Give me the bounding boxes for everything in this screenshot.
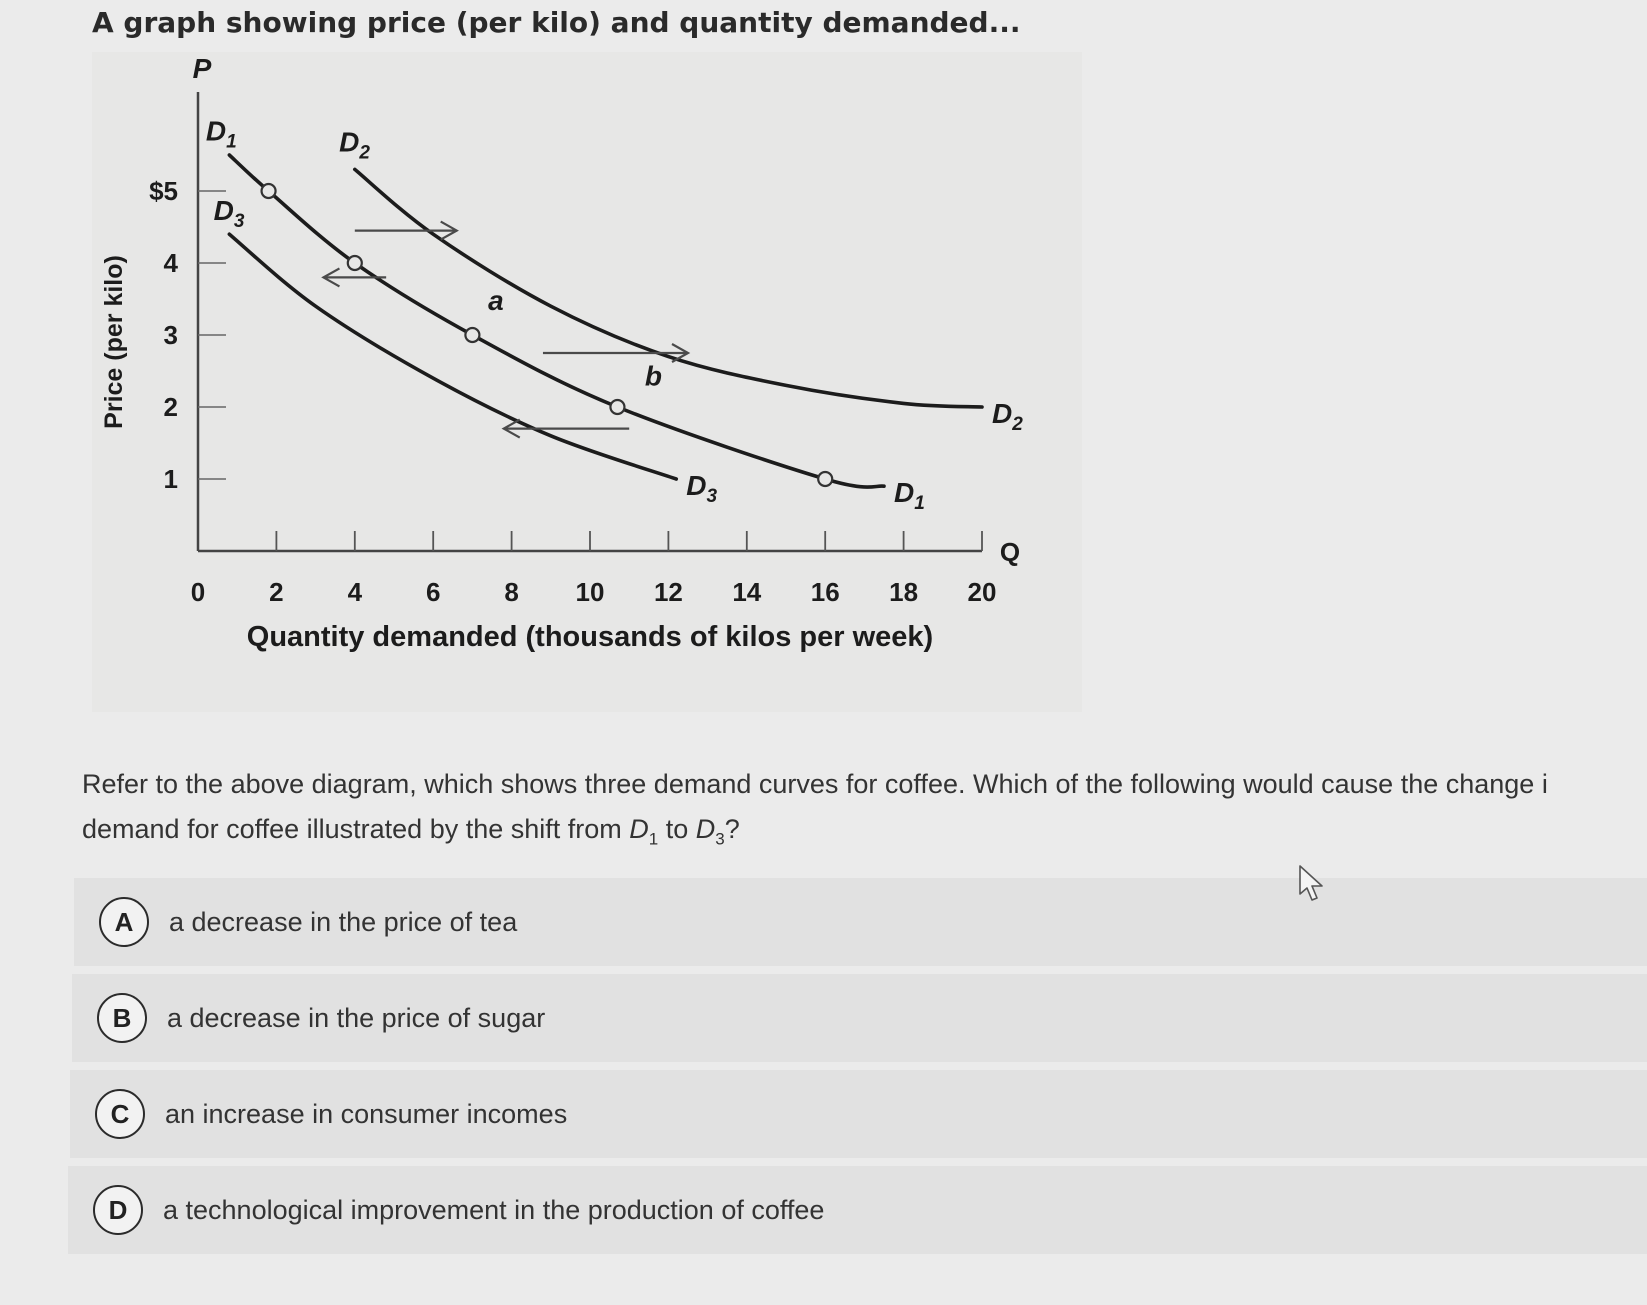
point-label-a: a <box>488 285 504 316</box>
option-a-text[interactable]: a decrease in the price of tea <box>169 906 518 937</box>
curve-start-label-d1: D1 <box>206 116 237 153</box>
curve-start-label-subscript: 2 <box>358 142 370 163</box>
question-prompt: Refer to the above diagram, which shows … <box>82 762 1642 861</box>
demand-graph-panel: P Q Quantity demanded (thousands of kilos … <box>92 52 1082 712</box>
demand-graph: P Q Quantity demanded (thousands of kilos … <box>100 53 1023 653</box>
graph-arrows <box>321 220 691 439</box>
option-d-badge[interactable]: D <box>93 1185 143 1235</box>
y-tick-label: 1 <box>164 464 178 494</box>
y-tick-label: 3 <box>164 320 178 350</box>
y-axis-label: Price (per kilo) <box>100 255 128 429</box>
curve-start-label-d3: D3 <box>214 195 245 232</box>
curve-end-label-d3: D3 <box>686 470 717 507</box>
curve-d1-point <box>609 398 626 416</box>
prompt-line-2-mid: to <box>658 814 696 844</box>
curve-d1 <box>227 153 886 489</box>
x-tick-label: 2 <box>269 577 283 607</box>
curve-end-label-subscript: 3 <box>706 486 717 507</box>
x-tick-label: 16 <box>811 577 840 607</box>
prompt-line-2-suffix: ? <box>724 814 740 844</box>
option-c-badge[interactable]: C <box>95 1089 145 1139</box>
option-d-text[interactable]: a technological improvement in the produ… <box>163 1194 825 1225</box>
option-b-badge[interactable]: B <box>97 993 147 1043</box>
curve-end-label-subscript: 1 <box>914 493 925 514</box>
x-tick-label: 8 <box>504 577 518 607</box>
point-label-b: b <box>645 360 662 391</box>
curve-end-label-d1: D1 <box>894 477 925 514</box>
option-b-text[interactable]: a decrease in the price of sugar <box>167 1002 546 1033</box>
curve-d1-point <box>346 254 363 272</box>
prompt-line-1: Refer to the above diagram, which shows … <box>82 769 1548 799</box>
x-tick-label: 4 <box>348 577 363 607</box>
shift-arrow-head <box>321 267 340 288</box>
shift-arrow-head <box>671 343 691 363</box>
option-d[interactable]: D a technological improvement in the pro… <box>68 1166 1647 1254</box>
x-tick-label: 14 <box>732 577 761 607</box>
x-tick-label: 18 <box>889 577 918 607</box>
option-a-badge[interactable]: A <box>99 897 149 947</box>
x-tick-label: 12 <box>654 577 683 607</box>
curve-end-label-subscript: 2 <box>1011 414 1023 435</box>
from-curve-symbol: D <box>629 814 649 844</box>
to-curve-subscript: 3 <box>715 829 725 849</box>
curve-start-label-d2: D2 <box>339 126 370 163</box>
answer-options: A a decrease in the price of tea B a dec… <box>68 878 1647 1262</box>
option-b[interactable]: B a decrease in the price of sugar <box>72 974 1647 1062</box>
curve-end-label-d2: D2 <box>992 398 1023 435</box>
curve-d1-point <box>260 182 277 200</box>
graph-curves <box>227 153 984 489</box>
question-title: A graph showing price (per kilo) and qua… <box>92 6 1021 39</box>
curve-d1-point <box>464 326 481 344</box>
curve-d3 <box>227 232 679 481</box>
shift-arrow-head <box>440 220 459 241</box>
y-tick-label: 2 <box>164 392 178 422</box>
curve-start-label-subscript: 3 <box>234 211 245 232</box>
option-a[interactable]: A a decrease in the price of tea <box>74 878 1647 966</box>
from-curve-subscript: 1 <box>648 829 659 849</box>
x-axis-label: Quantity demanded (thousands of kilos pe… <box>247 621 933 653</box>
graph-axes: P Q Quantity demanded (thousands of kilos … <box>100 53 1020 653</box>
curve-d2 <box>353 167 984 409</box>
mouse-cursor-icon <box>1299 865 1323 901</box>
x-axis-symbol: Q <box>1000 537 1020 567</box>
prompt-line-2-prefix: demand for coffee illustrated by the shi… <box>82 814 630 844</box>
prompt-line-2: demand for coffee illustrated by the shi… <box>82 807 1642 861</box>
curve-d1-point <box>817 470 834 488</box>
x-tick-label: 10 <box>576 577 605 607</box>
x-tick-label: 0 <box>191 577 205 607</box>
x-tick-label: 20 <box>968 577 997 607</box>
to-curve-symbol: D <box>695 814 716 844</box>
y-tick-label: $5 <box>149 176 178 206</box>
curve-start-label-subscript: 1 <box>226 132 237 153</box>
shift-arrow-head <box>501 418 521 439</box>
y-tick-label: 4 <box>164 248 179 278</box>
option-c-text[interactable]: an increase in consumer incomes <box>165 1098 568 1129</box>
y-axis-symbol: P <box>193 53 212 84</box>
x-tick-label: 6 <box>426 577 440 607</box>
option-c[interactable]: C an increase in consumer incomes <box>70 1070 1647 1158</box>
